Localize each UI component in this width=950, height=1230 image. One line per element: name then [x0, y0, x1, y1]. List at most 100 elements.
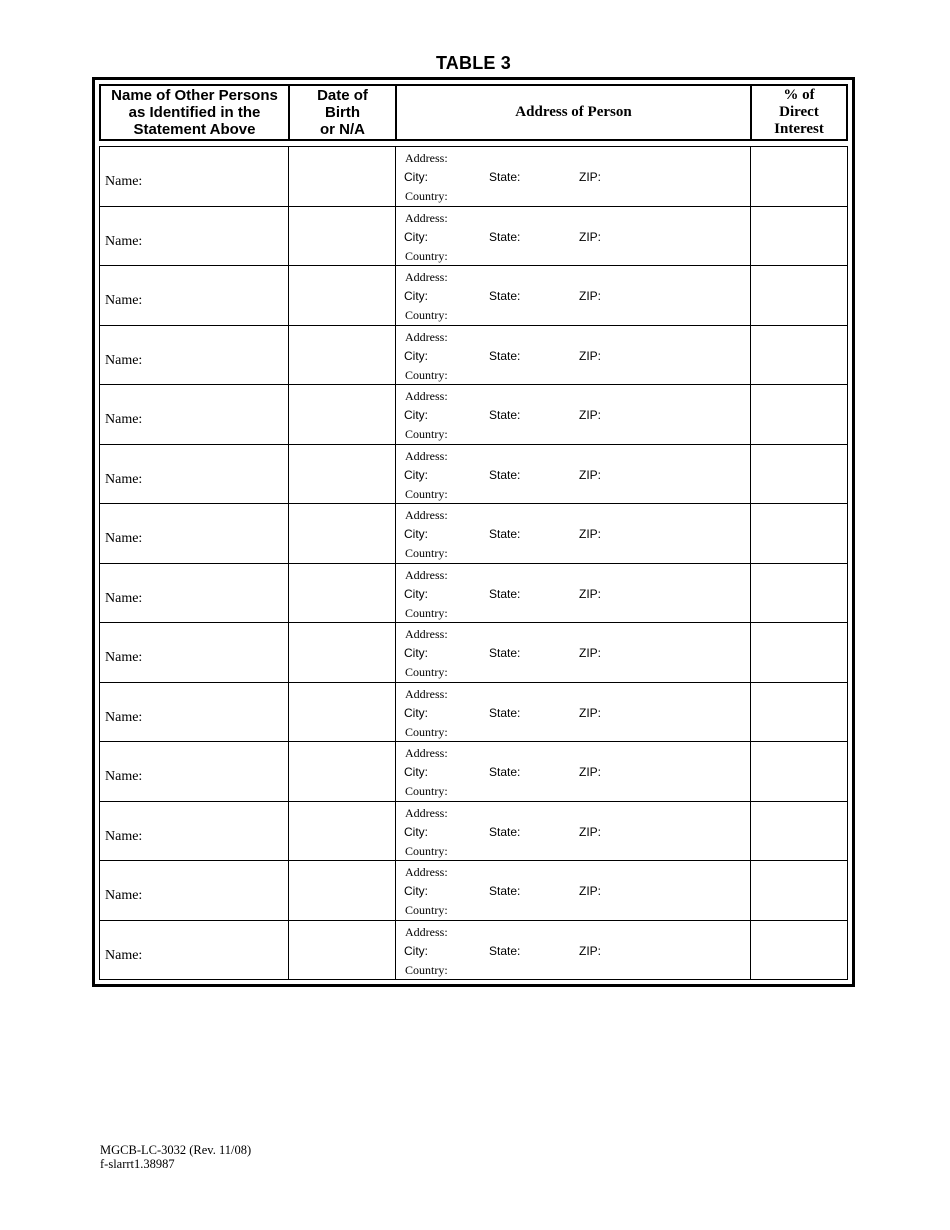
city-state-zip-line: City: State: ZIP:	[396, 525, 750, 544]
state-label: State:	[489, 170, 521, 184]
address-field-cell[interactable]: Address: City: State: ZIP: Country:	[396, 325, 751, 385]
dob-field-cell[interactable]	[289, 444, 396, 504]
address-label: Address:	[405, 210, 448, 225]
address-field-cell[interactable]: Address: City: State: ZIP: Country:	[396, 206, 751, 266]
dob-field-cell[interactable]	[289, 147, 396, 206]
percent-interest-field-cell[interactable]	[751, 147, 847, 206]
table-row: Name: Address: City: State: ZIP: Country…	[100, 742, 847, 802]
country-label: Country:	[405, 308, 448, 322]
name-label: Name:	[105, 828, 143, 844]
name-field-cell[interactable]: Name:	[100, 147, 289, 206]
city-state-zip-line: City: State: ZIP:	[396, 763, 750, 782]
address-field-cell[interactable]: Address: City: State: ZIP: Country:	[396, 147, 751, 206]
percent-interest-field-cell[interactable]	[751, 861, 847, 920]
zip-label: ZIP:	[579, 289, 602, 303]
footer: MGCB-LC-3032 (Rev. 11/08) f-slarrt1.3898…	[100, 1143, 251, 1171]
percent-interest-field-cell[interactable]	[751, 683, 847, 742]
percent-interest-field-cell[interactable]	[751, 921, 847, 980]
name-field-cell[interactable]: Name:	[100, 504, 289, 563]
country-label: Country:	[405, 784, 448, 798]
dob-field-cell[interactable]	[289, 682, 396, 742]
table-row: Name: Address: City: State: ZIP: Country…	[100, 563, 847, 623]
address-field-cell[interactable]: Address: City: State: ZIP: Country:	[396, 861, 751, 920]
address-field-cell[interactable]: Address: City: State: ZIP: Country:	[396, 742, 751, 801]
dob-field-cell[interactable]	[289, 206, 396, 266]
address-line: Address:	[396, 566, 750, 585]
name-field-cell[interactable]: Name:	[100, 325, 289, 385]
zip-label: ZIP:	[579, 408, 602, 422]
name-field-cell[interactable]: Name:	[100, 861, 289, 920]
dob-field-cell[interactable]	[289, 861, 396, 920]
name-field-cell[interactable]: Name:	[100, 742, 289, 801]
city-state-zip-line: City: State: ZIP:	[396, 406, 750, 425]
city-label: City:	[404, 646, 428, 660]
dob-field-cell[interactable]	[289, 920, 396, 980]
name-field-cell[interactable]: Name:	[100, 801, 289, 861]
name-field-cell[interactable]: Name:	[100, 563, 289, 623]
name-field-cell[interactable]: Name:	[100, 682, 289, 742]
country-label: Country:	[405, 486, 448, 501]
address-label: Address:	[405, 924, 448, 939]
address-label: Address:	[405, 567, 448, 582]
percent-interest-field-cell[interactable]	[751, 207, 847, 266]
address-block: Address: City: State: ZIP: Country:	[396, 802, 750, 861]
name-field-cell[interactable]: Name:	[100, 623, 289, 682]
dob-field-cell[interactable]	[289, 266, 396, 325]
name-field-cell[interactable]: Name:	[100, 385, 289, 444]
dob-field-cell[interactable]	[289, 504, 396, 563]
percent-interest-field-cell[interactable]	[751, 385, 847, 444]
table-row: Name: Address: City: State: ZIP: Country…	[100, 325, 847, 385]
country-label: Country:	[405, 546, 448, 560]
dob-field-cell[interactable]	[289, 325, 396, 385]
percent-interest-field-cell[interactable]	[751, 504, 847, 563]
percent-interest-field-cell[interactable]	[751, 623, 847, 682]
dob-field-cell[interactable]	[289, 623, 396, 682]
percent-interest-field-cell[interactable]	[751, 326, 847, 385]
city-label: City:	[404, 586, 428, 601]
percent-interest-field-cell[interactable]	[751, 564, 847, 623]
address-field-cell[interactable]: Address: City: State: ZIP: Country:	[396, 682, 751, 742]
address-field-cell[interactable]: Address: City: State: ZIP: Country:	[396, 504, 751, 563]
name-field-cell[interactable]: Name:	[100, 444, 289, 504]
header-name-column: Name of Other Persons as Identified in t…	[101, 86, 290, 139]
address-field-cell[interactable]: Address: City: State: ZIP: Country:	[396, 920, 751, 980]
country-label: Country:	[405, 605, 448, 620]
zip-label: ZIP:	[579, 943, 602, 958]
dob-field-cell[interactable]	[289, 563, 396, 623]
table-row: Name: Address: City: State: ZIP: Country…	[100, 682, 847, 742]
city-label: City:	[404, 765, 428, 779]
address-field-cell[interactable]: Address: City: State: ZIP: Country:	[396, 623, 751, 682]
address-line: Address:	[396, 685, 750, 704]
zip-label: ZIP:	[579, 824, 602, 839]
header-address-column: Address of Person	[397, 86, 752, 139]
state-label: State:	[489, 586, 521, 601]
country-line: Country:	[396, 425, 750, 444]
country-label: Country:	[405, 367, 448, 382]
address-block: Address: City: State: ZIP: Country:	[396, 207, 750, 266]
dob-field-cell[interactable]	[289, 742, 396, 801]
address-line: Address:	[396, 923, 750, 942]
address-line: Address:	[396, 149, 750, 168]
country-label: Country:	[405, 962, 448, 977]
table-row: Name: Address: City: State: ZIP: Country…	[100, 385, 847, 445]
name-field-cell[interactable]: Name:	[100, 206, 289, 266]
address-field-cell[interactable]: Address: City: State: ZIP: Country:	[396, 444, 751, 504]
address-field-cell[interactable]: Address: City: State: ZIP: Country:	[396, 801, 751, 861]
name-field-cell[interactable]: Name:	[100, 920, 289, 980]
percent-interest-field-cell[interactable]	[751, 742, 847, 801]
dob-field-cell[interactable]	[289, 385, 396, 444]
address-field-cell[interactable]: Address: City: State: ZIP: Country:	[396, 563, 751, 623]
address-line: Address:	[396, 268, 750, 287]
name-field-cell[interactable]: Name:	[100, 266, 289, 325]
percent-interest-field-cell[interactable]	[751, 445, 847, 504]
dob-field-cell[interactable]	[289, 801, 396, 861]
address-block: Address: City: State: ZIP: Country:	[396, 921, 750, 980]
name-label: Name:	[105, 709, 143, 725]
percent-interest-field-cell[interactable]	[751, 802, 847, 861]
percent-interest-field-cell[interactable]	[751, 266, 847, 325]
name-label: Name:	[105, 590, 143, 606]
country-label: Country:	[405, 248, 448, 263]
address-field-cell[interactable]: Address: City: State: ZIP: Country:	[396, 385, 751, 444]
address-field-cell[interactable]: Address: City: State: ZIP: Country:	[396, 266, 751, 325]
state-label: State:	[489, 824, 521, 839]
